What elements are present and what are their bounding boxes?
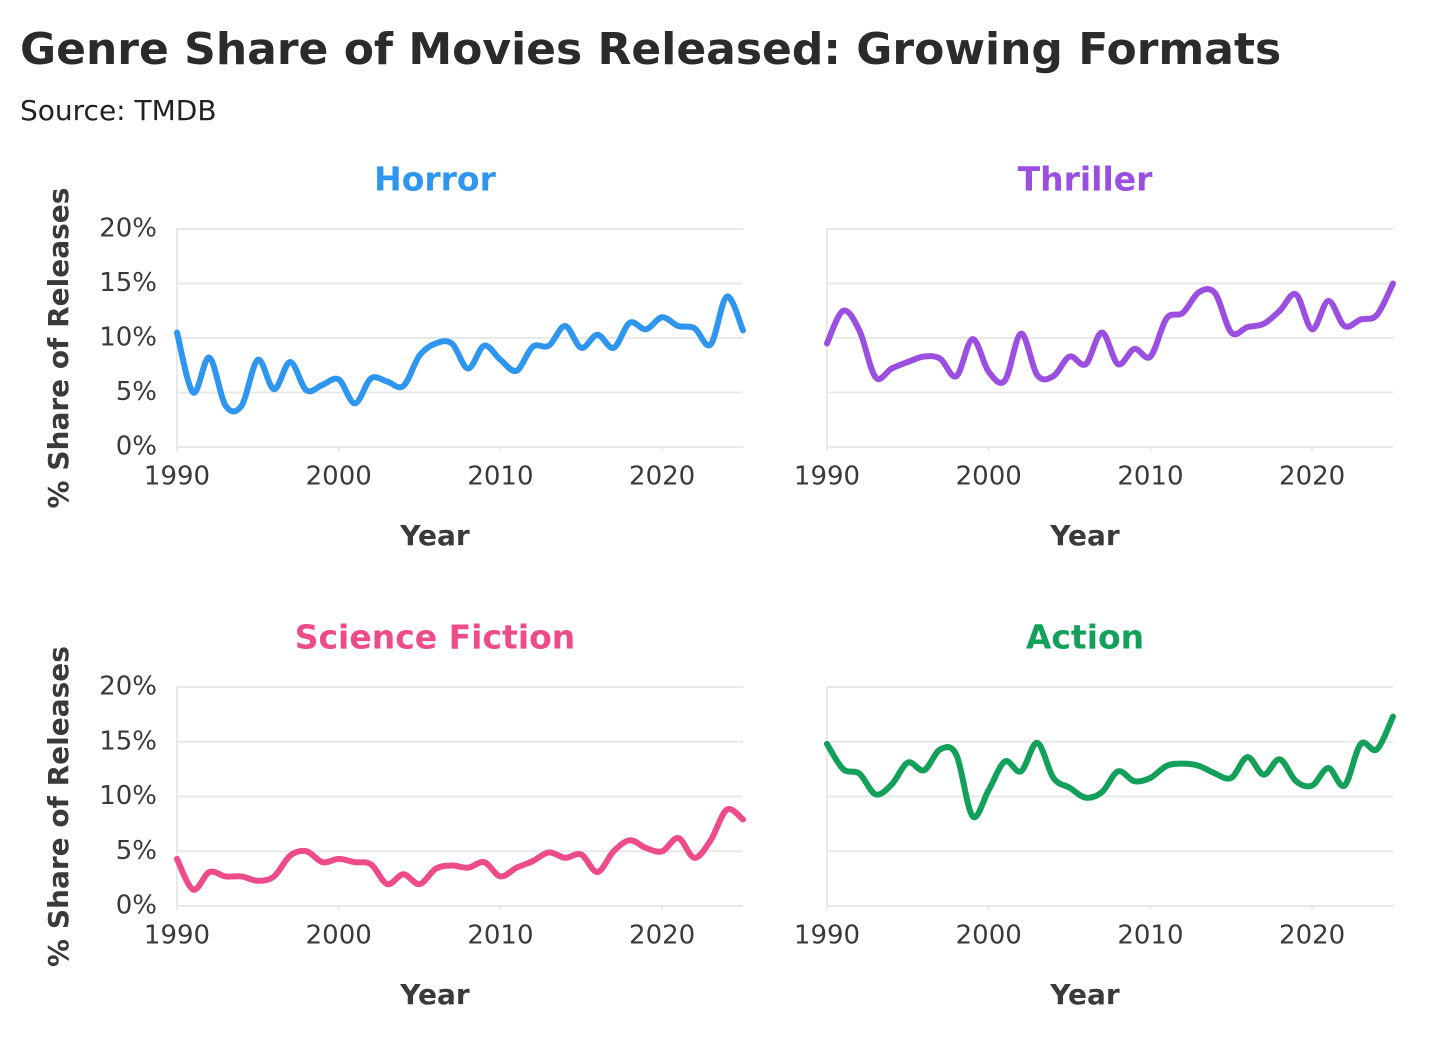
x-tick-label: 1990: [144, 462, 210, 492]
y-tick-label: 20%: [99, 672, 157, 702]
panel-title: Thriller: [1018, 160, 1154, 199]
x-tick-label: 2020: [1279, 462, 1345, 492]
x-tick-label: 1990: [794, 921, 860, 951]
x-tick-label: 2000: [956, 921, 1022, 951]
x-tick-label: 2010: [467, 921, 533, 951]
line-series: [174, 806, 746, 893]
y-tick-label: 15%: [99, 268, 157, 298]
x-axis-label: Year: [1049, 519, 1120, 552]
x-axis-label: Year: [399, 978, 470, 1011]
y-tick-label: 0%: [116, 432, 157, 462]
y-tick-label: 10%: [99, 323, 157, 353]
x-tick-label: 2000: [956, 462, 1022, 492]
x-tick-label: 2020: [1279, 921, 1345, 951]
y-axis-label: % Share of Releases: [42, 188, 75, 509]
x-tick-label: 2010: [1117, 921, 1183, 951]
line-series: [824, 280, 1396, 386]
y-tick-label: 0%: [116, 891, 157, 921]
x-tick-label: 2000: [306, 921, 372, 951]
y-tick-label: 10%: [99, 781, 157, 811]
x-axis-label: Year: [1049, 978, 1120, 1011]
x-tick-label: 2020: [629, 462, 695, 492]
y-tick-label: 5%: [116, 836, 157, 866]
x-axis-label: Year: [399, 519, 470, 552]
y-tick-label: 20%: [99, 214, 157, 244]
panel-title: Action: [1026, 618, 1144, 657]
y-tick-label: 5%: [116, 377, 157, 407]
y-axis-label: % Share of Releases: [42, 646, 75, 967]
x-tick-label: 2000: [306, 462, 372, 492]
panel-title: Horror: [374, 160, 497, 199]
panel-title: Science Fiction: [295, 618, 576, 657]
y-tick-label: 15%: [99, 726, 157, 756]
x-tick-label: 1990: [144, 921, 210, 951]
line-series: [824, 713, 1396, 821]
x-tick-label: 2020: [629, 921, 695, 951]
x-tick-label: 2010: [467, 462, 533, 492]
chart-title: Genre Share of Movies Released: Growing …: [20, 24, 1281, 75]
x-tick-label: 1990: [794, 462, 860, 492]
line-series: [174, 293, 746, 415]
x-tick-label: 2010: [1117, 462, 1183, 492]
chart-subtitle: Source: TMDB: [20, 94, 217, 127]
